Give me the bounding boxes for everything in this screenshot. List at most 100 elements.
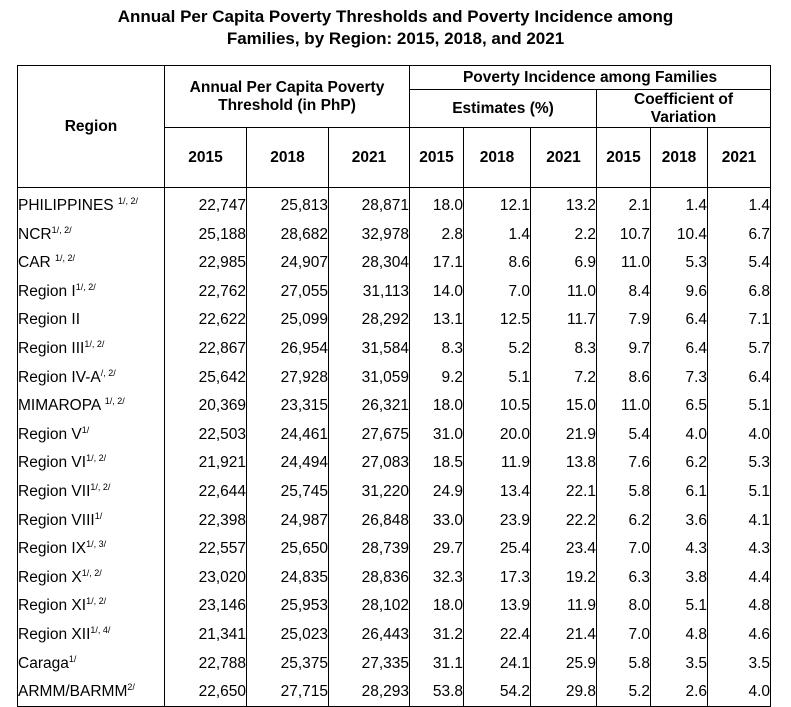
value-cell: 22,398	[164, 505, 247, 535]
value-cell: 5.1	[650, 591, 709, 621]
value-cell: 22,788	[164, 648, 247, 678]
year-header: 2021	[327, 127, 411, 188]
value-cell: 18.5	[409, 448, 465, 478]
value-cell: 5.7	[707, 334, 772, 363]
value-cell: 23,146	[164, 591, 247, 621]
value-cell: 28,292	[327, 305, 411, 335]
value-cell: 4.0	[707, 420, 772, 449]
year-header: 2015	[164, 127, 247, 188]
value-cell: 6.7	[707, 220, 772, 249]
value-cell: 28,102	[327, 591, 411, 621]
value-cell: 7.0	[596, 620, 652, 649]
value-cell: 11.0	[596, 248, 652, 278]
value-cell: 6.2	[596, 505, 652, 535]
region-label: Region VI	[18, 454, 87, 472]
value-cell: 22.4	[463, 620, 532, 649]
value-cell: 22,650	[164, 677, 247, 707]
value-cell: 29.8	[530, 677, 598, 707]
region-label: Region X	[18, 568, 82, 586]
value-cell: 11.9	[463, 448, 532, 478]
value-cell: 6.5	[650, 391, 709, 421]
value-cell: 4.0	[707, 677, 772, 707]
value-cell: 33.0	[409, 505, 465, 535]
value-cell: 31,113	[327, 277, 411, 306]
value-cell: 31,584	[327, 334, 411, 363]
region-name: PHILIPPINES 1/, 2/	[17, 187, 165, 220]
value-cell: 3.6	[650, 505, 709, 535]
value-cell: 4.6	[707, 620, 772, 649]
value-cell: 11.9	[530, 591, 598, 621]
value-cell: 3.5	[650, 648, 709, 678]
table-row: Region I1/, 2/22,762 27,055 31,113 14.0 7.0 1…	[17, 277, 772, 306]
table-row: Region VI1/, 2/21,921 24,494 27,083 18.5 11.…	[17, 448, 772, 478]
value-cell: 31,220	[327, 477, 411, 506]
region-name: Region XI1/, 2/	[17, 591, 165, 621]
value-cell: 14.0	[409, 277, 465, 306]
value-cell: 6.4	[707, 362, 772, 392]
threshold-header: Annual Per Capita Poverty Threshold (in …	[163, 65, 411, 128]
value-cell: 11.0	[596, 391, 652, 421]
footnote-marker: 2/	[127, 681, 135, 692]
value-cell: 25,650	[246, 534, 329, 564]
value-cell: 8.4	[596, 277, 652, 306]
region-label: Region II	[18, 311, 81, 329]
footnote-marker: 1/, 2/	[75, 281, 96, 292]
value-cell: 24,987	[246, 505, 329, 535]
footnote-marker: 1/	[81, 424, 90, 435]
region-label: Region VIII	[18, 511, 95, 529]
table-header: Region Annual Per Capita Poverty Thresho…	[17, 65, 772, 188]
value-cell: 9.7	[596, 334, 652, 363]
footnote-marker: 1/, 2/	[51, 224, 72, 235]
table-row: CAR 1/, 2/22,985 24,907 28,304 17.1 8.6 6.9 11…	[17, 248, 772, 278]
value-cell: 5.2	[463, 334, 532, 363]
poverty-table: Region Annual Per Capita Poverty Thresho…	[17, 65, 772, 707]
value-cell: 5.1	[707, 477, 772, 506]
value-cell: 8.3	[530, 334, 598, 363]
value-cell: 22,867	[164, 334, 247, 363]
value-cell: 31,059	[327, 362, 411, 392]
region-name: Region I1/, 2/	[17, 277, 165, 306]
value-cell: 2.2	[530, 220, 598, 249]
value-cell: 5.8	[596, 648, 652, 678]
table-row: Region II 22,622 25,099 28,292 13.1 12.5 11.7 7…	[17, 305, 772, 335]
value-cell: 7.6	[596, 448, 652, 478]
value-cell: 22,557	[164, 534, 247, 564]
table-row: Region VIII1/22,398 24,987 26,848 33.0 23.9 2…	[17, 505, 772, 535]
value-cell: 4.0	[650, 420, 709, 449]
value-cell: 32.3	[409, 563, 465, 592]
value-cell: 10.7	[596, 220, 652, 249]
value-cell: 13.1	[409, 305, 465, 335]
value-cell: 12.5	[463, 305, 532, 335]
value-cell: 7.3	[650, 362, 709, 392]
value-cell: 6.2	[650, 448, 709, 478]
value-cell: 25,188	[164, 220, 247, 249]
value-cell: 4.3	[650, 534, 709, 564]
year-header: 2018	[650, 127, 709, 188]
value-cell: 8.6	[463, 248, 532, 278]
value-cell: 6.3	[596, 563, 652, 592]
value-cell: 7.0	[596, 534, 652, 564]
value-cell: 28,836	[327, 563, 411, 592]
value-cell: 9.2	[409, 362, 465, 392]
region-name: CAR 1/, 2/	[17, 248, 165, 278]
value-cell: 1.4	[707, 187, 772, 220]
title-line-2: Families, by Region: 2015, 2018, and 202…	[226, 29, 565, 48]
value-cell: 24,835	[246, 563, 329, 592]
value-cell: 25,953	[246, 591, 329, 621]
value-cell: 5.4	[707, 248, 772, 278]
value-cell: 9.6	[650, 277, 709, 306]
region-label: Caraga	[18, 654, 69, 672]
value-cell: 24.1	[463, 648, 532, 678]
value-cell: 2.1	[596, 187, 652, 220]
value-cell: 23,315	[246, 391, 329, 421]
value-cell: 25,099	[246, 305, 329, 335]
estimates-header: Estimates (%)	[409, 89, 598, 128]
footnote-marker: 1/, 2/	[55, 253, 76, 264]
region-name: Caraga1/	[17, 648, 165, 678]
value-cell: 20,369	[164, 391, 247, 421]
region-name: ARMM/BARMM2/	[17, 677, 165, 707]
value-cell: 5.3	[707, 448, 772, 478]
value-cell: 28,293	[327, 677, 411, 707]
value-cell: 23.4	[530, 534, 598, 564]
value-cell: 13.2	[530, 187, 598, 220]
